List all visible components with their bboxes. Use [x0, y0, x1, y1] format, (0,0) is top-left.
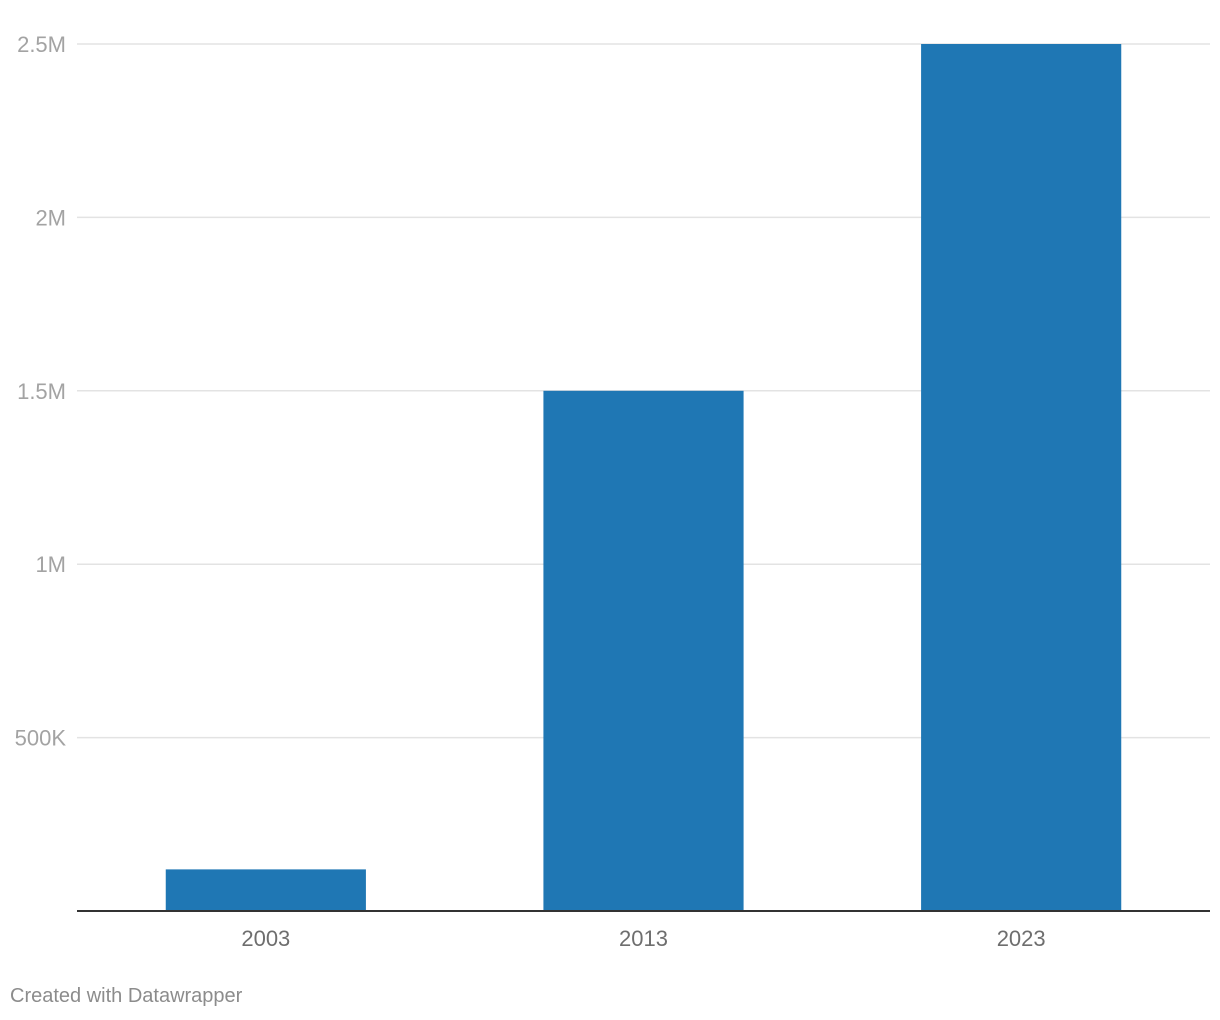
- credit-text: Created with Datawrapper: [10, 985, 243, 1007]
- bar-2023: [921, 44, 1122, 911]
- bars: [165, 44, 1122, 911]
- y-tick-label: 1M: [35, 552, 66, 577]
- y-axis-ticks: 500K 1M 1.5M 2M 2.5M: [15, 32, 67, 751]
- x-tick-label: 2013: [619, 926, 668, 951]
- y-tick-label: 1.5M: [17, 379, 66, 404]
- x-axis-ticks: 2003 2013 2023: [241, 926, 1045, 951]
- y-tick-label: 2.5M: [17, 32, 66, 57]
- bar-2003: [165, 869, 366, 911]
- bar-2013: [543, 390, 744, 911]
- y-tick-label: 2M: [35, 205, 66, 230]
- x-tick-label: 2003: [241, 926, 290, 951]
- y-tick-label: 500K: [15, 726, 67, 751]
- bar-chart: 500K 1M 1.5M 2M 2.5M 2003 2013 2023: [15, 32, 1210, 951]
- x-tick-label: 2023: [997, 926, 1046, 951]
